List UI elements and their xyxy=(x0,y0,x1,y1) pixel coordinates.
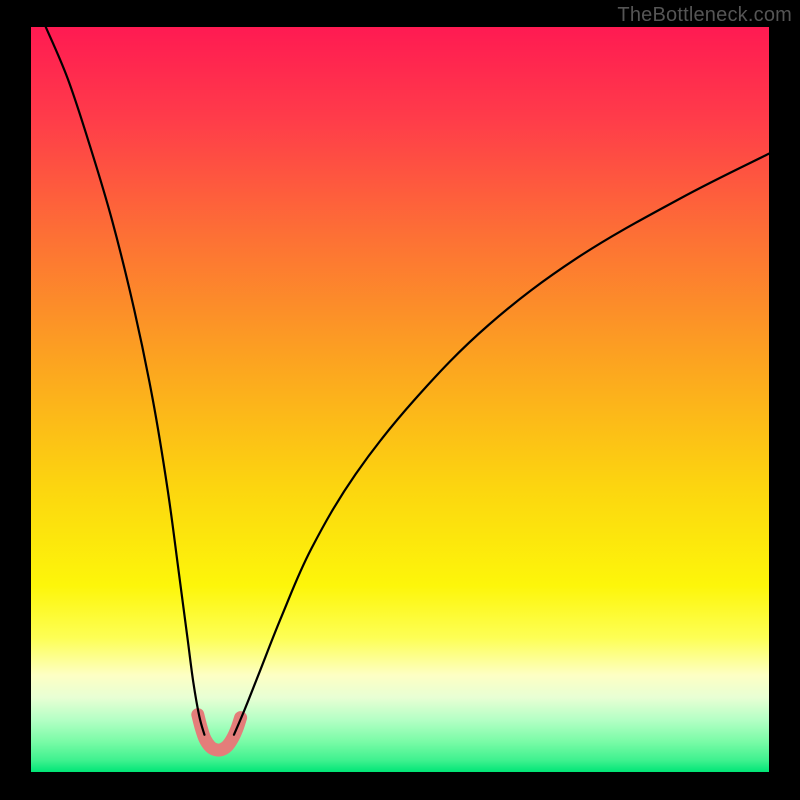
watermark-text: TheBottleneck.com xyxy=(617,4,792,27)
gradient-background xyxy=(31,27,769,772)
chart-svg xyxy=(31,27,769,772)
chart-container: TheBottleneck.com xyxy=(0,0,800,800)
plot-area xyxy=(31,27,769,772)
